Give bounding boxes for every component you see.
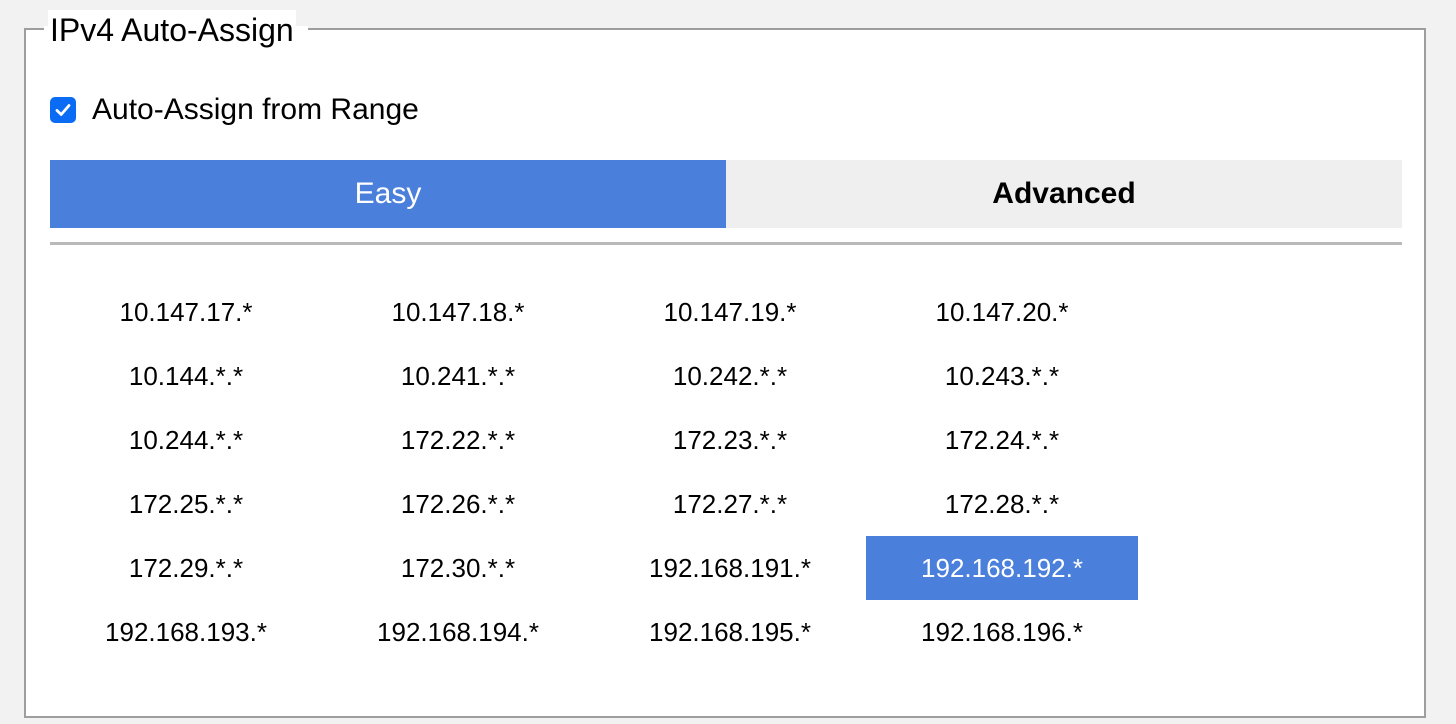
range-option[interactable]: 10.147.18.* xyxy=(391,296,525,327)
range-option[interactable]: 172.27.*.* xyxy=(672,488,788,519)
auto-assign-row[interactable]: Auto-Assign from Range xyxy=(50,92,419,128)
auto-assign-checkbox[interactable] xyxy=(50,97,76,123)
range-option[interactable]: 10.147.19.* xyxy=(663,296,797,327)
tab-divider xyxy=(50,242,1402,245)
checkmark-icon xyxy=(55,104,71,116)
range-option-selected[interactable]: 192.168.192.* xyxy=(866,536,1138,600)
range-option[interactable]: 172.26.*.* xyxy=(400,488,516,519)
range-option[interactable]: 172.30.*.* xyxy=(400,552,516,583)
range-option[interactable]: 172.28.*.* xyxy=(944,488,1060,519)
range-option[interactable]: 172.25.*.* xyxy=(128,488,244,519)
range-option[interactable]: 10.144.*.* xyxy=(128,360,244,391)
fieldset-legend: IPv4 Auto-Assign xyxy=(48,10,296,50)
range-grid: 10.147.17.* 10.147.18.* 10.147.19.* 10.1… xyxy=(50,280,1138,664)
tab-advanced[interactable]: Advanced xyxy=(726,160,1402,228)
range-option[interactable]: 192.168.193.* xyxy=(105,616,267,647)
range-option[interactable]: 10.242.*.* xyxy=(672,360,788,391)
range-option[interactable]: 192.168.194.* xyxy=(377,616,539,647)
range-option[interactable]: 172.22.*.* xyxy=(400,424,516,455)
range-option[interactable]: 192.168.196.* xyxy=(921,616,1083,647)
range-option[interactable]: 10.147.17.* xyxy=(119,296,253,327)
range-option[interactable]: 172.29.*.* xyxy=(128,552,244,583)
auto-assign-label: Auto-Assign from Range xyxy=(92,93,419,126)
range-option[interactable]: 172.23.*.* xyxy=(672,424,788,455)
range-option[interactable]: 10.147.20.* xyxy=(935,296,1069,327)
range-option[interactable]: 10.243.*.* xyxy=(944,360,1060,391)
range-option[interactable]: 10.244.*.* xyxy=(128,424,244,455)
range-option[interactable]: 172.24.*.* xyxy=(944,424,1060,455)
range-option[interactable]: 10.241.*.* xyxy=(400,360,516,391)
range-option[interactable]: 192.168.195.* xyxy=(649,616,811,647)
range-option[interactable]: 192.168.191.* xyxy=(649,552,811,583)
tab-easy[interactable]: Easy xyxy=(50,160,726,228)
ipv4-auto-assign-fieldset xyxy=(24,28,1426,718)
mode-tabs: Easy Advanced xyxy=(50,160,1402,228)
